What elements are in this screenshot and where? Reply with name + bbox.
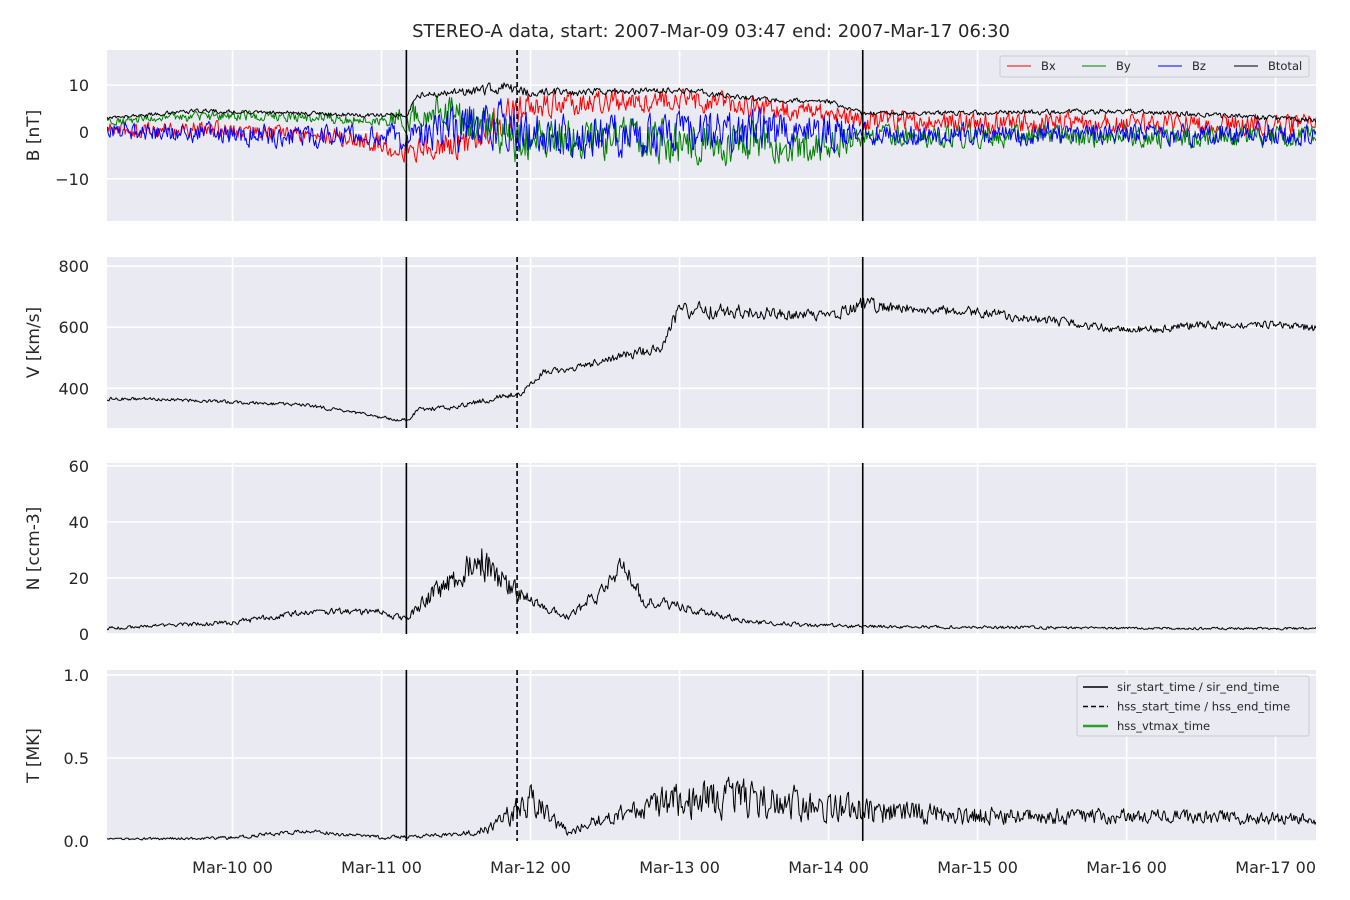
panel-2: 60 40 20 0 N [ccm-3]: [24, 457, 1316, 644]
y-tick-label: 1.0: [64, 666, 89, 685]
chart-title: STEREO-A data, start: 2007-Mar-09 03:47 …: [412, 21, 1010, 42]
y-axis-label: B [nT]: [24, 110, 44, 162]
legend-label: hss_vtmax_time: [1117, 719, 1210, 733]
series-line-2: [107, 548, 1316, 631]
x-tick-label: Mar-11 00: [341, 858, 422, 877]
y-axis-label: N [ccm-3]: [24, 507, 44, 591]
series-group: [107, 548, 1316, 631]
legend-label: Bx: [1041, 59, 1056, 73]
y-tick-label: 0: [79, 625, 89, 644]
legend-label: sir_start_time / sir_end_time: [1117, 680, 1279, 694]
legend-label: hss_start_time / hss_end_time: [1117, 700, 1290, 714]
y-tick-label: −10: [55, 170, 89, 189]
x-tick-label: Mar-12 00: [490, 858, 571, 877]
y-tick-label: 800: [58, 257, 89, 276]
legend-box: [999, 55, 1310, 78]
x-tick-label: Mar-10 00: [192, 858, 273, 877]
y-tick-label: 0: [79, 123, 89, 142]
y-tick-label: 600: [58, 318, 89, 337]
x-tick-label: Mar-17 00: [1235, 858, 1316, 877]
series-line-bz: [107, 98, 1316, 159]
series-line-3: [107, 776, 1316, 841]
y-tick-label: 0.0: [64, 832, 89, 851]
y-tick-label: 60: [69, 457, 89, 476]
plot-area: [107, 257, 1316, 428]
legend-label: By: [1116, 59, 1131, 73]
legend-box: [1076, 675, 1310, 737]
series-group: [107, 776, 1316, 841]
x-tick-label: Mar-13 00: [639, 858, 720, 877]
series-line-btotal: [107, 82, 1316, 123]
y-tick-label: 0.5: [64, 749, 89, 768]
panel-0: 10 0 −10 B [nT] Bx By Bz Btotal: [24, 50, 1316, 221]
series-group: [107, 82, 1316, 167]
y-tick-label: 10: [69, 76, 89, 95]
x-tick-label: Mar-15 00: [937, 858, 1018, 877]
legend-label: Bz: [1192, 59, 1206, 73]
panel-3: 1.0 0.5 0.0 T [MK] Mar-10 00 Mar-11 00 Mar-12 …: [24, 666, 1316, 877]
legend-b: Bx By Bz Btotal: [999, 55, 1310, 78]
y-tick-label: 400: [58, 379, 89, 398]
series-group: [107, 297, 1316, 422]
y-tick-label: 40: [69, 513, 89, 532]
y-tick-label: 20: [69, 569, 89, 588]
x-tick-label: Mar-16 00: [1086, 858, 1167, 877]
legend-events: sir_start_time / sir_end_time hss_start_t…: [1076, 675, 1310, 737]
y-axis-label: V [km/s]: [24, 307, 44, 378]
series-line-1: [107, 297, 1316, 422]
legend-label: Btotal: [1268, 59, 1302, 73]
x-tick-label: Mar-14 00: [788, 858, 869, 877]
panel-1: 800 600 400 V [km/s]: [24, 257, 1316, 428]
plot-area: [107, 463, 1316, 634]
y-axis-label: T [MK]: [24, 728, 44, 784]
